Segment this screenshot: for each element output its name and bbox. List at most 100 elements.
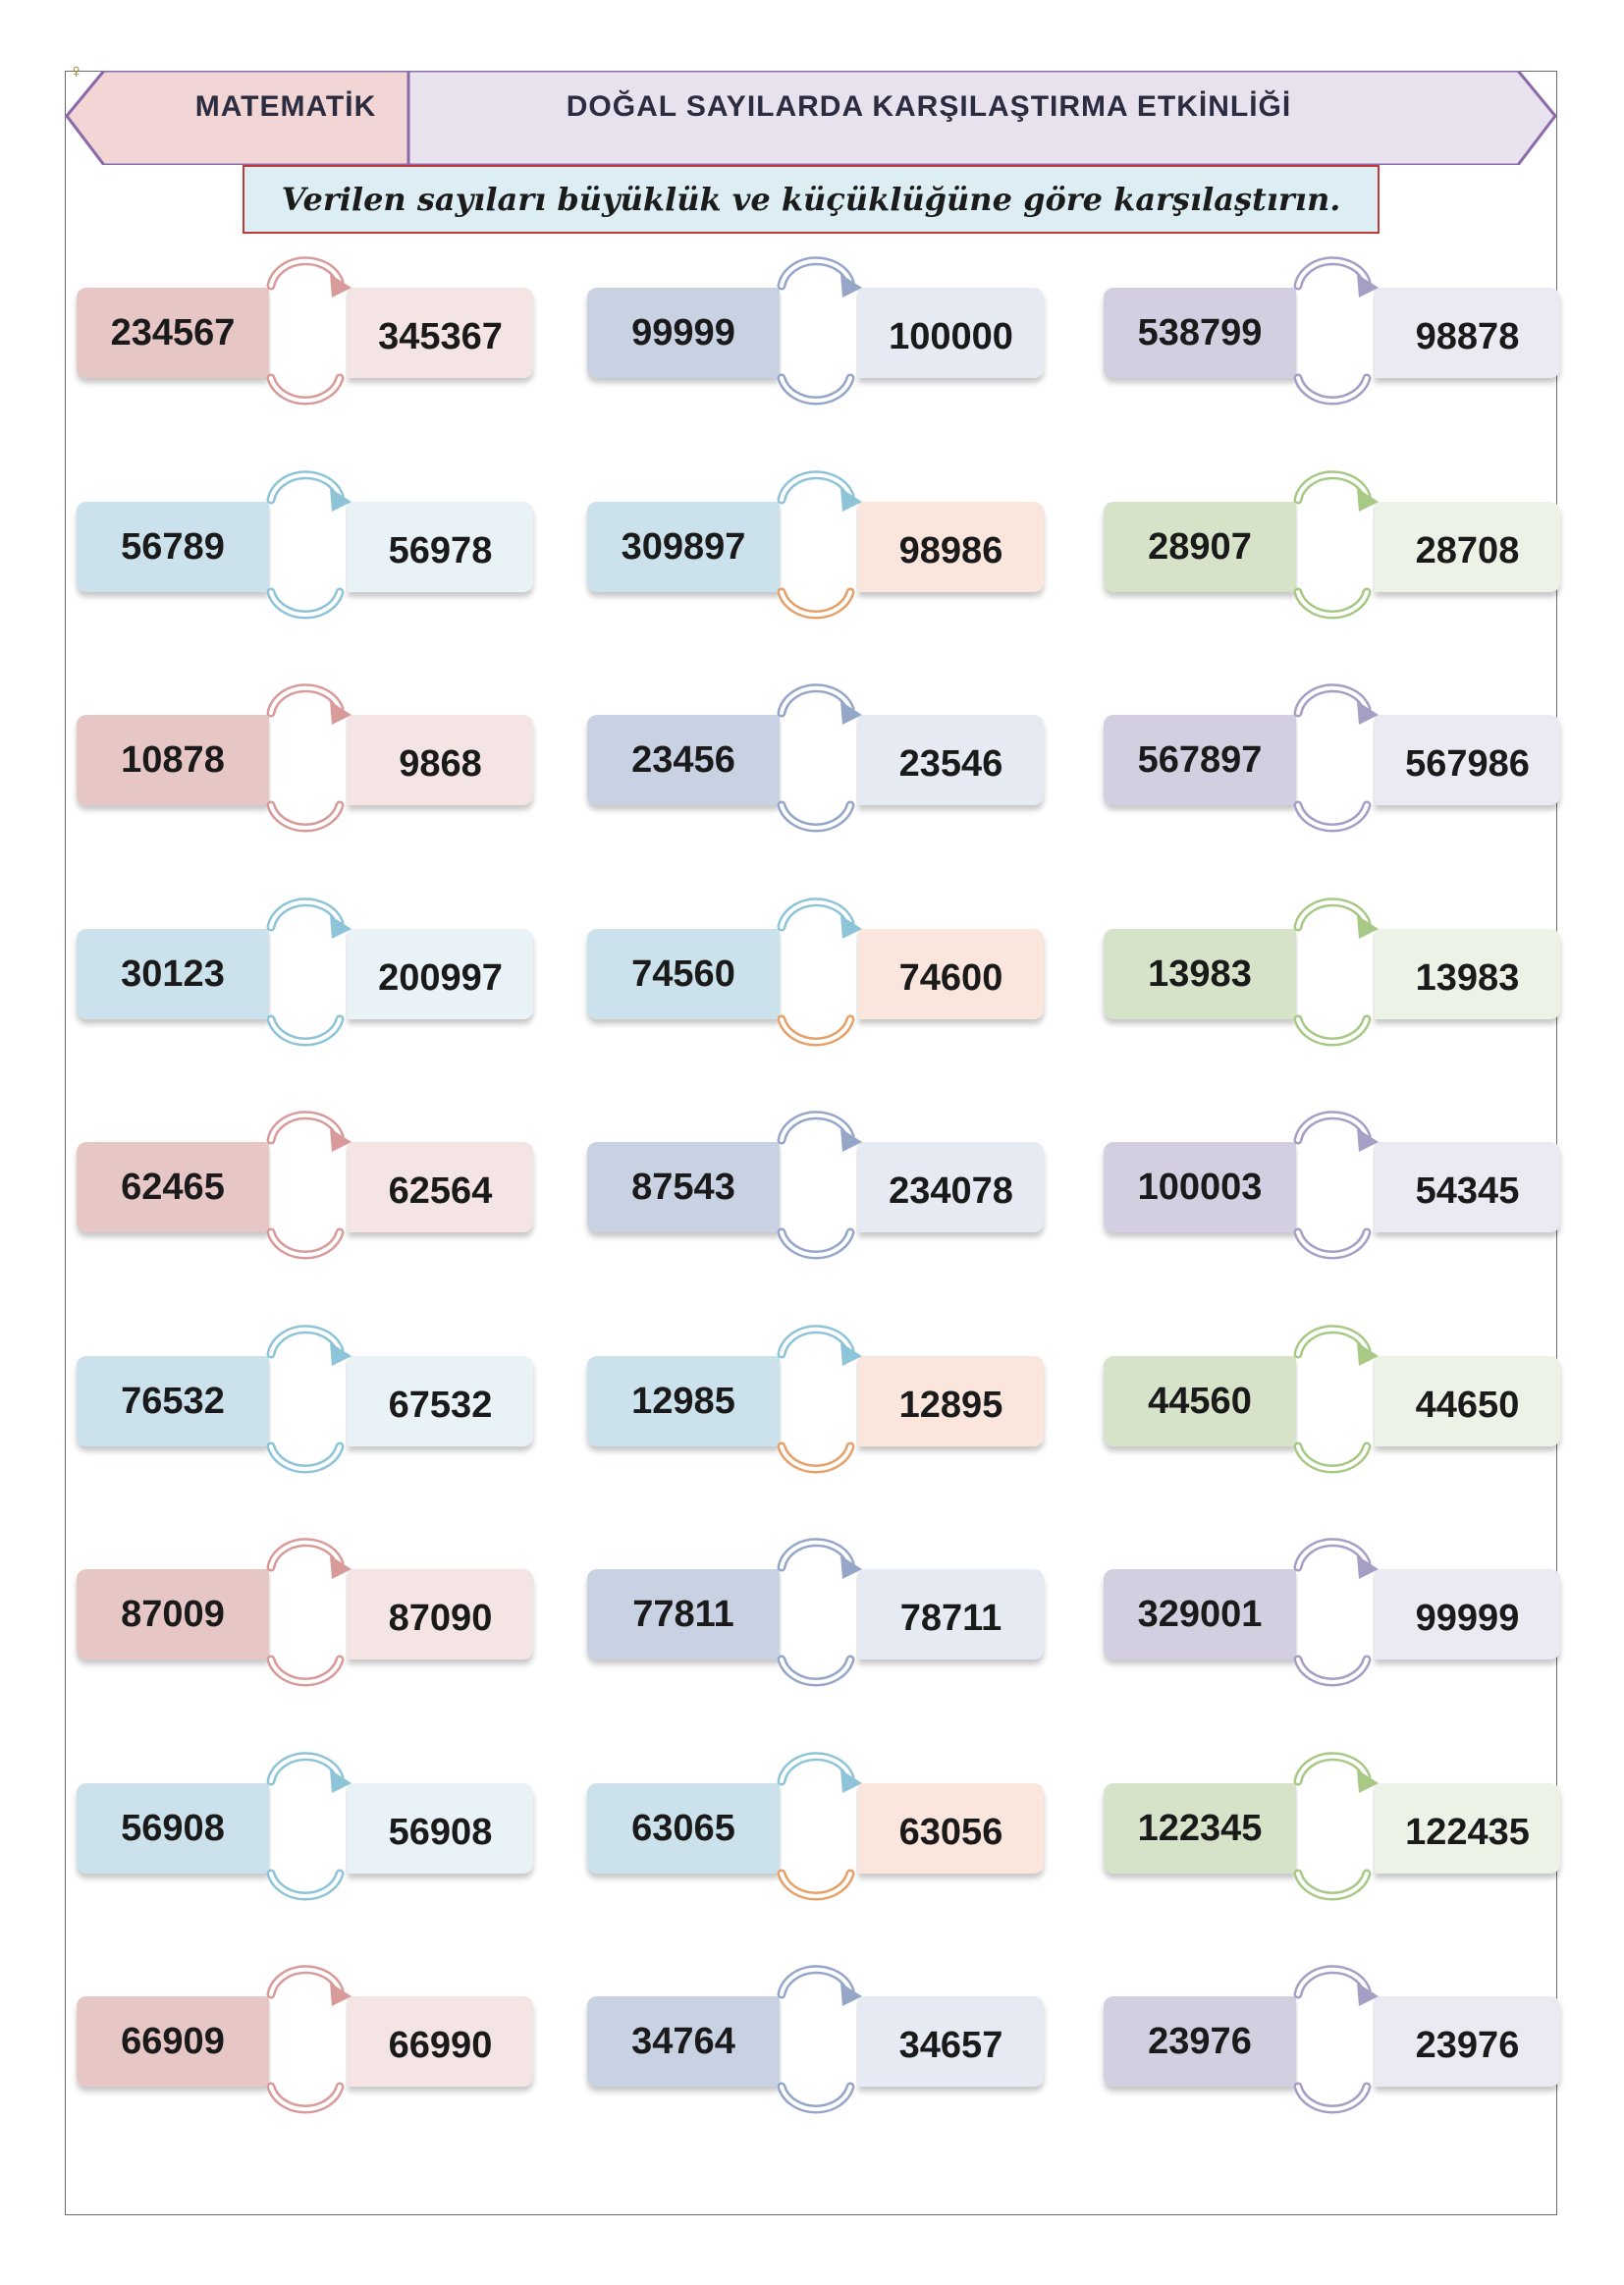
answer-gap[interactable] xyxy=(782,1782,856,1874)
answer-gap[interactable] xyxy=(1298,715,1373,805)
right-number-box: 200997 xyxy=(348,928,533,1019)
right-number: 345367 xyxy=(378,316,503,357)
right-number: 56978 xyxy=(388,529,493,571)
comparison-pair: 23976 23976 xyxy=(1104,1961,1560,2114)
answer-gap[interactable] xyxy=(271,288,346,378)
compare-arrows-icon xyxy=(1293,469,1379,619)
answer-gap[interactable] xyxy=(782,288,856,378)
right-number-box: 9868 xyxy=(348,715,533,805)
left-number: 538799 xyxy=(1137,312,1263,354)
compare-arrows-icon xyxy=(266,1111,352,1260)
answer-gap[interactable] xyxy=(1298,1142,1373,1232)
answer-gap[interactable] xyxy=(271,715,346,805)
left-number: 30123 xyxy=(121,952,225,995)
right-number: 9868 xyxy=(399,743,482,785)
compare-arrows-icon xyxy=(777,469,862,619)
left-number: 234567 xyxy=(110,312,236,354)
right-number: 67532 xyxy=(388,1384,493,1426)
comparison-pair: 62465 62564 xyxy=(77,1107,533,1260)
left-number-box: 23976 xyxy=(1104,1996,1296,2087)
answer-gap[interactable] xyxy=(271,1569,346,1659)
left-number: 87543 xyxy=(631,1167,735,1208)
left-number: 99999 xyxy=(631,312,735,354)
left-number: 10878 xyxy=(121,739,225,781)
right-number-box: 44650 xyxy=(1375,1355,1560,1446)
compare-arrows-icon xyxy=(1293,1751,1379,1900)
left-number: 567897 xyxy=(1137,739,1263,781)
answer-gap[interactable] xyxy=(1298,501,1373,592)
right-number-box: 23546 xyxy=(858,715,1044,805)
pin-icon: ♀ xyxy=(69,61,83,82)
compare-arrows-icon xyxy=(777,1965,862,2114)
answer-gap[interactable] xyxy=(1298,928,1373,1019)
compare-arrows-icon xyxy=(266,1324,352,1473)
comparison-pair: 44560 44650 xyxy=(1104,1321,1560,1473)
answer-gap[interactable] xyxy=(1298,1569,1373,1659)
compare-arrows-icon xyxy=(1293,1111,1379,1260)
answer-gap[interactable] xyxy=(1298,1782,1373,1874)
right-number: 234078 xyxy=(889,1170,1013,1212)
answer-gap[interactable] xyxy=(1298,1996,1373,2087)
right-number-box: 67532 xyxy=(348,1355,533,1446)
header-banner-shape xyxy=(65,71,1557,165)
answer-gap[interactable] xyxy=(271,1355,346,1446)
left-number-box: 28907 xyxy=(1104,501,1296,592)
answer-gap[interactable] xyxy=(782,1142,856,1232)
header-banner: MATEMATİK DOĞAL SAYILARDA KARŞILAŞTIRMA … xyxy=(65,71,1557,165)
right-number: 66990 xyxy=(388,2025,493,2066)
answer-gap[interactable] xyxy=(1298,1355,1373,1446)
right-number-box: 122435 xyxy=(1375,1782,1560,1874)
answer-gap[interactable] xyxy=(1298,288,1373,378)
comparison-pair: 99999 100000 xyxy=(587,252,1044,406)
right-number: 99999 xyxy=(1415,1598,1520,1639)
compare-arrows-icon xyxy=(777,683,862,833)
compare-arrows-icon xyxy=(266,469,352,619)
left-number: 13983 xyxy=(1148,952,1252,995)
comparison-pair: 63065 63056 xyxy=(587,1748,1044,1900)
answer-gap[interactable] xyxy=(271,928,346,1019)
comparison-pair: 56908 56908 xyxy=(77,1748,533,1900)
answer-gap[interactable] xyxy=(782,1569,856,1659)
left-number-box: 234567 xyxy=(77,288,269,378)
left-number-box: 77811 xyxy=(587,1569,780,1659)
answer-gap[interactable] xyxy=(782,1996,856,2087)
compare-arrows-icon xyxy=(1293,256,1379,406)
compare-arrows-icon xyxy=(777,1111,862,1260)
answer-gap[interactable] xyxy=(271,1782,346,1874)
right-number: 28708 xyxy=(1415,529,1520,571)
left-number-box: 66909 xyxy=(77,1996,269,2087)
answer-gap[interactable] xyxy=(271,501,346,592)
right-number-box: 12895 xyxy=(858,1355,1044,1446)
left-number-box: 76532 xyxy=(77,1355,269,1446)
answer-gap[interactable] xyxy=(782,501,856,592)
comparison-pair: 100003 54345 xyxy=(1104,1107,1560,1260)
answer-gap[interactable] xyxy=(271,1996,346,2087)
right-number-box: 66990 xyxy=(348,1996,533,2087)
left-number-box: 62465 xyxy=(77,1142,269,1232)
right-number: 78711 xyxy=(899,1598,1002,1639)
right-number-box: 23976 xyxy=(1375,1996,1560,2087)
left-number-box: 23456 xyxy=(587,715,780,805)
left-number: 23976 xyxy=(1148,2021,1252,2062)
compare-arrows-icon xyxy=(777,1324,862,1473)
comparison-pair: 10878 9868 xyxy=(77,680,533,833)
left-number-box: 309897 xyxy=(587,501,780,592)
right-number: 13983 xyxy=(1415,956,1520,999)
left-number-box: 13983 xyxy=(1104,928,1296,1019)
right-number: 63056 xyxy=(898,1811,1003,1853)
left-number: 56789 xyxy=(121,525,225,568)
comparison-pair: 87543 234078 xyxy=(587,1107,1044,1260)
left-number-box: 12985 xyxy=(587,1355,780,1446)
answer-gap[interactable] xyxy=(782,1355,856,1446)
left-number: 66909 xyxy=(121,2021,225,2062)
left-number: 56908 xyxy=(121,1807,225,1849)
right-number-box: 56908 xyxy=(348,1782,533,1874)
left-number: 44560 xyxy=(1148,1380,1252,1422)
left-number: 62465 xyxy=(121,1167,225,1208)
left-number-box: 87543 xyxy=(587,1142,780,1232)
answer-gap[interactable] xyxy=(271,1142,346,1232)
answer-gap[interactable] xyxy=(782,715,856,805)
answer-gap[interactable] xyxy=(782,928,856,1019)
compare-arrows-icon xyxy=(777,1538,862,1687)
left-number-box: 56789 xyxy=(77,501,269,592)
